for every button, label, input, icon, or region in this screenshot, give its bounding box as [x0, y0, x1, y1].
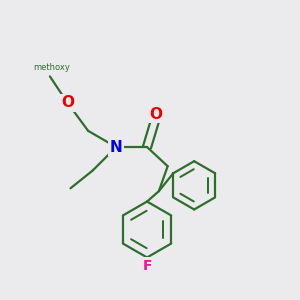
Text: N: N — [110, 140, 122, 154]
Text: O: O — [61, 95, 74, 110]
Text: F: F — [142, 259, 152, 273]
Text: O: O — [149, 106, 162, 122]
Text: methoxy: methoxy — [33, 63, 70, 72]
